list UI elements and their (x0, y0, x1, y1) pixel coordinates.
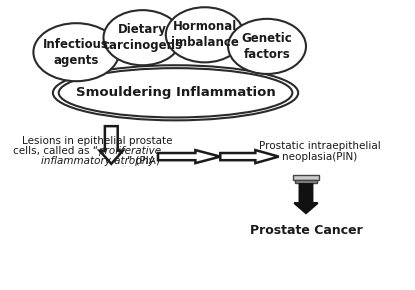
Text: Prostatic intraepithelial: Prostatic intraepithelial (259, 142, 381, 151)
Ellipse shape (59, 68, 292, 117)
Ellipse shape (228, 19, 306, 74)
Ellipse shape (53, 65, 298, 120)
Text: cells, called as “: cells, called as “ (12, 146, 98, 156)
Ellipse shape (103, 10, 181, 65)
Text: Lesions in epithelial prostate: Lesions in epithelial prostate (22, 136, 173, 146)
Text: Prostate Cancer: Prostate Cancer (249, 224, 362, 237)
Ellipse shape (34, 23, 119, 81)
Text: neoplasia(PIN): neoplasia(PIN) (282, 152, 357, 162)
Bar (295, 180, 317, 183)
Text: proliferative: proliferative (98, 146, 161, 156)
Text: Infectious
agents: Infectious agents (43, 38, 109, 67)
Polygon shape (220, 150, 279, 163)
Polygon shape (100, 126, 123, 164)
Polygon shape (294, 184, 317, 213)
Text: Smouldering Inflammation: Smouldering Inflammation (76, 86, 276, 99)
Text: Hormonal
imbalance: Hormonal imbalance (171, 20, 239, 49)
Ellipse shape (166, 7, 244, 62)
Bar (293, 175, 319, 180)
Text: inflammatory atrophy: inflammatory atrophy (41, 156, 154, 166)
Text: Dietary
carcinogens: Dietary carcinogens (103, 23, 183, 52)
Text: Genetic
factors: Genetic factors (242, 32, 293, 61)
Text: ” (PIA): ” (PIA) (127, 156, 160, 166)
Polygon shape (158, 150, 220, 163)
